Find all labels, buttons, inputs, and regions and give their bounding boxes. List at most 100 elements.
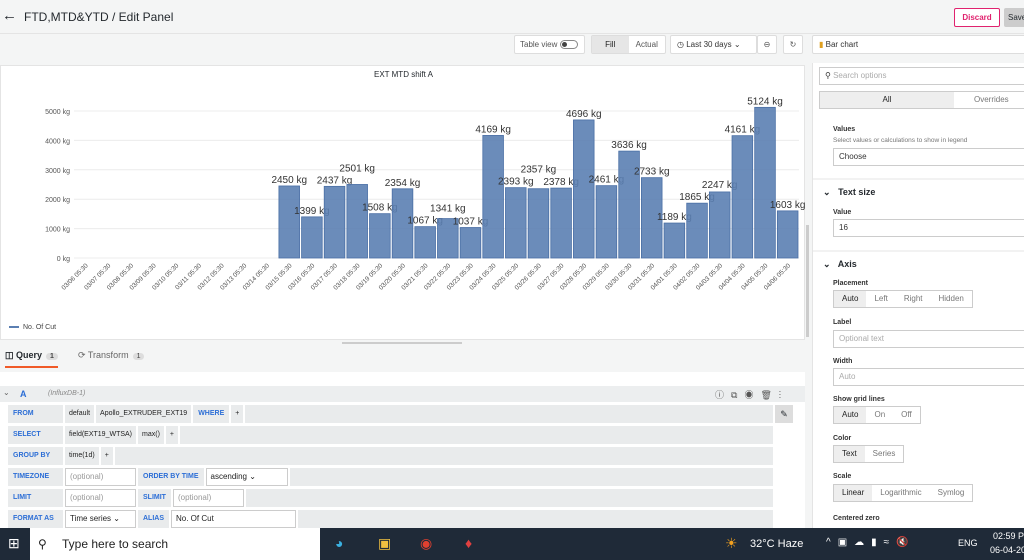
collapse-icon[interactable]: ⌄ — [3, 388, 10, 397]
visualization-picker[interactable]: ▮ Bar chart — [812, 35, 1024, 54]
app-icon[interactable]: ♦ — [465, 535, 473, 551]
field-select[interactable]: field(EXT19_WTSA) — [65, 426, 137, 444]
scale-log[interactable]: Logarithmic — [880, 488, 922, 497]
task-view-icon[interactable]: ◫ — [290, 535, 304, 551]
color-text[interactable]: Text — [834, 446, 865, 462]
scrollbar[interactable] — [806, 225, 809, 337]
add-select-button[interactable]: + — [165, 426, 179, 444]
drag-handle-icon[interactable]: ⋮ — [778, 390, 789, 400]
values-description: Select values or calculations to show in… — [833, 137, 968, 144]
function-select[interactable]: max() — [138, 426, 164, 444]
resize-handle[interactable] — [342, 342, 462, 344]
bar-value-label: 4696 kg — [566, 109, 602, 120]
grid-auto[interactable]: Auto — [834, 407, 867, 423]
text-size-section[interactable]: ⌄ Text size — [813, 178, 1024, 198]
table-view-toggle[interactable]: Table view — [514, 35, 585, 54]
back-arrow-icon[interactable]: ← — [2, 7, 17, 24]
tab-overrides[interactable]: Overrides — [974, 95, 1009, 104]
zoom-out-button[interactable]: ⊖ — [757, 35, 777, 54]
taskbar-search[interactable]: ⚲ Type here to search — [30, 528, 320, 560]
text-size-input[interactable]: 16 — [833, 219, 1024, 237]
y-tick-label: 2000 kg — [45, 197, 70, 204]
legend-label: No. Of Cut — [23, 324, 57, 331]
tab-transform[interactable]: ⟳ Transform 1 — [78, 350, 145, 361]
tab-all[interactable]: All — [820, 92, 954, 108]
chevron-down-icon: ⌄ — [823, 259, 831, 269]
datasource-label: (InfluxDB-1) — [48, 390, 86, 397]
group-time-select[interactable]: time(1d) — [65, 447, 99, 465]
placement-hidden[interactable]: Hidden — [938, 294, 964, 303]
duplicate-icon[interactable]: ⧉ — [731, 390, 745, 400]
discard-button[interactable]: Discard — [954, 8, 1000, 27]
pencil-icon: ✎ — [780, 409, 788, 419]
search-options-input[interactable]: ⚲ Search options — [819, 67, 1024, 85]
axis-section[interactable]: ⌄ Axis — [813, 250, 1024, 270]
clock-time[interactable]: 02:59 PM — [993, 531, 1024, 541]
tray-icons[interactable]: ^▣☁▮≈🔇 — [826, 537, 916, 548]
chrome-icon[interactable]: ◉ — [420, 535, 433, 551]
bar — [595, 185, 618, 259]
format-select[interactable]: Time series ⌄ — [65, 510, 136, 528]
timezone-input[interactable]: (optional) — [65, 468, 136, 486]
header: ← FTD,MTD&YTD / Edit Panel Discard Save — [0, 0, 1024, 34]
bar-value-label: 2450 kg — [271, 175, 307, 186]
panel-title: EXT MTD shift A — [374, 70, 433, 79]
tab-query[interactable]: ◫ Query 1 — [5, 350, 58, 368]
color-series[interactable]: Series — [872, 449, 896, 458]
slimit-input[interactable]: (optional) — [172, 489, 244, 507]
policy-select[interactable]: default — [65, 405, 95, 423]
windows-start-icon[interactable]: ⊞ — [8, 535, 20, 551]
time-range-picker[interactable]: ◷ Last 30 days ⌄ — [670, 35, 757, 54]
placement-auto[interactable]: Auto — [834, 291, 867, 307]
eye-icon[interactable]: ◉ — [744, 390, 761, 400]
edit-mode-button[interactable]: ✎ — [775, 405, 793, 423]
language-indicator[interactable]: ENG — [958, 538, 978, 548]
query-ref[interactable]: A — [20, 389, 27, 399]
search-icon: ⚲ — [825, 71, 831, 80]
y-tick-label: 3000 kg — [45, 168, 70, 175]
add-group-button[interactable]: + — [100, 447, 113, 465]
toggle-switch[interactable] — [560, 40, 579, 50]
edge-icon[interactable]: ◕ — [335, 535, 344, 551]
refresh-button[interactable]: ↻ — [783, 35, 803, 54]
tab-label: Query — [16, 350, 43, 360]
bar-value-label: 1037 kg — [453, 217, 489, 228]
grid-on[interactable]: On — [874, 410, 886, 419]
order-select[interactable]: ascending ⌄ — [205, 468, 288, 486]
bar — [731, 135, 754, 259]
transform-icon: ⟳ — [78, 350, 86, 360]
grid-off[interactable]: Off — [901, 410, 912, 419]
measurement-select[interactable]: Apollo_EXTRUDER_EXT19 — [96, 405, 192, 423]
fill-option[interactable]: Fill — [592, 36, 629, 53]
legend-item[interactable]: No. Of Cut — [9, 324, 56, 331]
weather-text[interactable]: 32°C Haze — [750, 538, 804, 550]
values-select[interactable]: Choose — [833, 148, 1024, 166]
save-button[interactable]: Save — [1004, 8, 1024, 27]
placement-left[interactable]: Left — [874, 294, 888, 303]
alias-input[interactable]: No. Of Cut — [171, 510, 296, 528]
bar — [323, 185, 346, 259]
width-input[interactable]: Auto — [833, 368, 1024, 386]
width-label: Width — [833, 358, 853, 365]
bar-value-label: 2354 kg — [385, 178, 421, 189]
fill-actual-switch: Fill Actual — [591, 35, 666, 54]
help-icon[interactable]: ⓘ — [715, 390, 732, 400]
limit-input[interactable]: (optional) — [65, 489, 136, 507]
value-label: Value — [833, 209, 852, 216]
clock-date[interactable]: 06-04-2023 — [990, 545, 1024, 555]
placement-right[interactable]: Right — [903, 294, 923, 303]
bar-value-label: 2393 kg — [498, 177, 534, 188]
bar — [527, 188, 550, 259]
trash-icon[interactable]: 🗑 — [760, 390, 779, 400]
actual-option[interactable]: Actual — [635, 40, 658, 49]
add-where-button[interactable]: + — [231, 405, 244, 423]
bar — [686, 202, 708, 259]
file-explorer-icon[interactable]: ▣ — [378, 535, 392, 551]
scale-symlog[interactable]: Symlog — [937, 488, 965, 497]
axis-label-input[interactable]: Optional text — [833, 330, 1024, 348]
chevron-down-icon: ⌄ — [733, 40, 741, 49]
scale-linear[interactable]: Linear — [834, 485, 873, 501]
bar-chart-icon: ▮ — [819, 40, 824, 49]
query-row-header: ⌄ A (InfluxDB-1) ⓘ⧉◉🗑⋮ — [0, 386, 805, 402]
